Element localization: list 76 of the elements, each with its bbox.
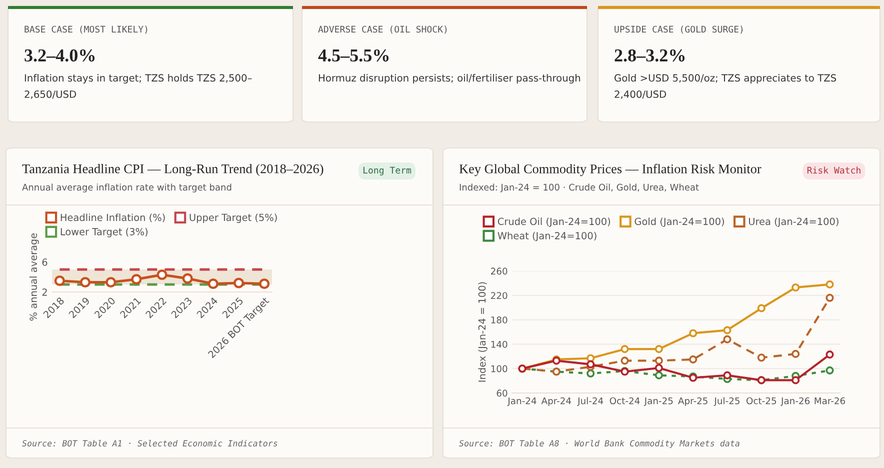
point [654, 371, 663, 380]
x-tick-label: Oct-24 [610, 397, 640, 404]
point [689, 329, 698, 338]
y-tick-label: 180 [491, 316, 508, 324]
text: 2.8–3.2% [614, 49, 685, 62]
x-tick-label: Apr-24 [541, 397, 572, 406]
point [826, 350, 834, 359]
point [586, 360, 595, 368]
point [156, 269, 168, 280]
y-axis-title: Index (Jan-24 = 100) [478, 282, 488, 382]
point [586, 369, 595, 378]
y-tick-label: 140 [491, 340, 508, 348]
chart-title: Key Global Commodity Prices — Inflation Risk Monitor [459, 164, 762, 176]
y-tick-label: 220 [491, 292, 508, 300]
x-tick-label: Jan-25 [644, 397, 673, 406]
point [654, 345, 663, 354]
legend-label: Wheat (Jan-24=100) [498, 232, 596, 242]
point [826, 294, 834, 302]
point [620, 345, 629, 354]
legend-label: Lower Target (3%) [60, 228, 148, 238]
x-tick-label: Jan-24 [507, 397, 536, 406]
point [723, 371, 732, 380]
point [723, 335, 732, 344]
y-tick-label: 260 [491, 268, 508, 275]
point [757, 304, 766, 312]
legend-label: Urea (Jan-24=100) [748, 218, 838, 227]
text: Long Term [363, 166, 412, 176]
chart-subtitle: Indexed: Jan-24 = 100 · Crude Oil, Gold, Urea, Wheat [460, 184, 699, 192]
text: 4.5–5.5% [318, 49, 389, 62]
point [106, 276, 116, 288]
point [620, 356, 629, 365]
point [259, 278, 270, 290]
point [723, 326, 732, 334]
x-tick-label: Jul-25 [714, 397, 740, 406]
text: Inflation stays in target; TZS holds TZS 2,500– 2,650/USD [24, 74, 252, 99]
point [654, 356, 663, 365]
y-tick-label: 100 [491, 365, 508, 372]
text: Risk Watch [807, 166, 860, 174]
y-tick-label: 6 [42, 258, 48, 266]
y-axis-title: % annual average [29, 233, 39, 321]
y-tick-label: 60 [496, 390, 508, 397]
legend-label: Gold (Jan-24=100) [634, 218, 724, 227]
text: 3.2–4.0% [24, 49, 95, 62]
text: Hormuz disruption persists; oil/fertiliser pass-through [318, 74, 580, 84]
legend-label: Crude Oil (Jan-24=100) [498, 218, 610, 227]
point [131, 274, 142, 285]
point [654, 364, 663, 372]
point [689, 355, 698, 364]
text: Gold >USD 5,500/oz; TZS appreciates to TZS 2,400/USD [614, 74, 836, 99]
source-note: Source: BOT Table A1 · Selected Economic Indicators [22, 440, 278, 446]
point [208, 278, 218, 290]
point [233, 278, 244, 288]
chart-title: Tanzania Headline CPI — Long-Run Trend (2018–2026) [22, 164, 324, 176]
point [826, 366, 834, 374]
text: BASE CASE (MOST LIKELY) [24, 26, 148, 34]
point [792, 350, 800, 358]
x-tick-label: Jan-26 [780, 397, 810, 406]
point [757, 354, 766, 362]
x-tick-label: Apr-25 [678, 397, 708, 406]
point [586, 354, 595, 362]
legend-label: Headline Inflation (%) [60, 214, 165, 222]
point [182, 273, 193, 284]
point [80, 276, 91, 288]
legend-label: Upper Target (5%) [190, 214, 277, 223]
source-note: Source: BOT Table A8 · World Bank Commodity Markets data [459, 440, 740, 448]
chart-subtitle: Annual average inflation rate with target band [22, 184, 232, 192]
x-tick-label: Oct-25 [746, 397, 776, 404]
x-tick-label: Mar-26 [814, 397, 846, 404]
x-tick-label: Jul-24 [577, 397, 604, 406]
text: UPSIDE CASE (GOLD SURGE) [614, 26, 743, 34]
point [792, 283, 800, 292]
point [826, 280, 834, 288]
point [54, 275, 65, 286]
text: ADVERSE CASE (OIL SHOCK) [318, 26, 447, 34]
y-tick-label: 2 [42, 288, 47, 296]
point [792, 376, 800, 384]
